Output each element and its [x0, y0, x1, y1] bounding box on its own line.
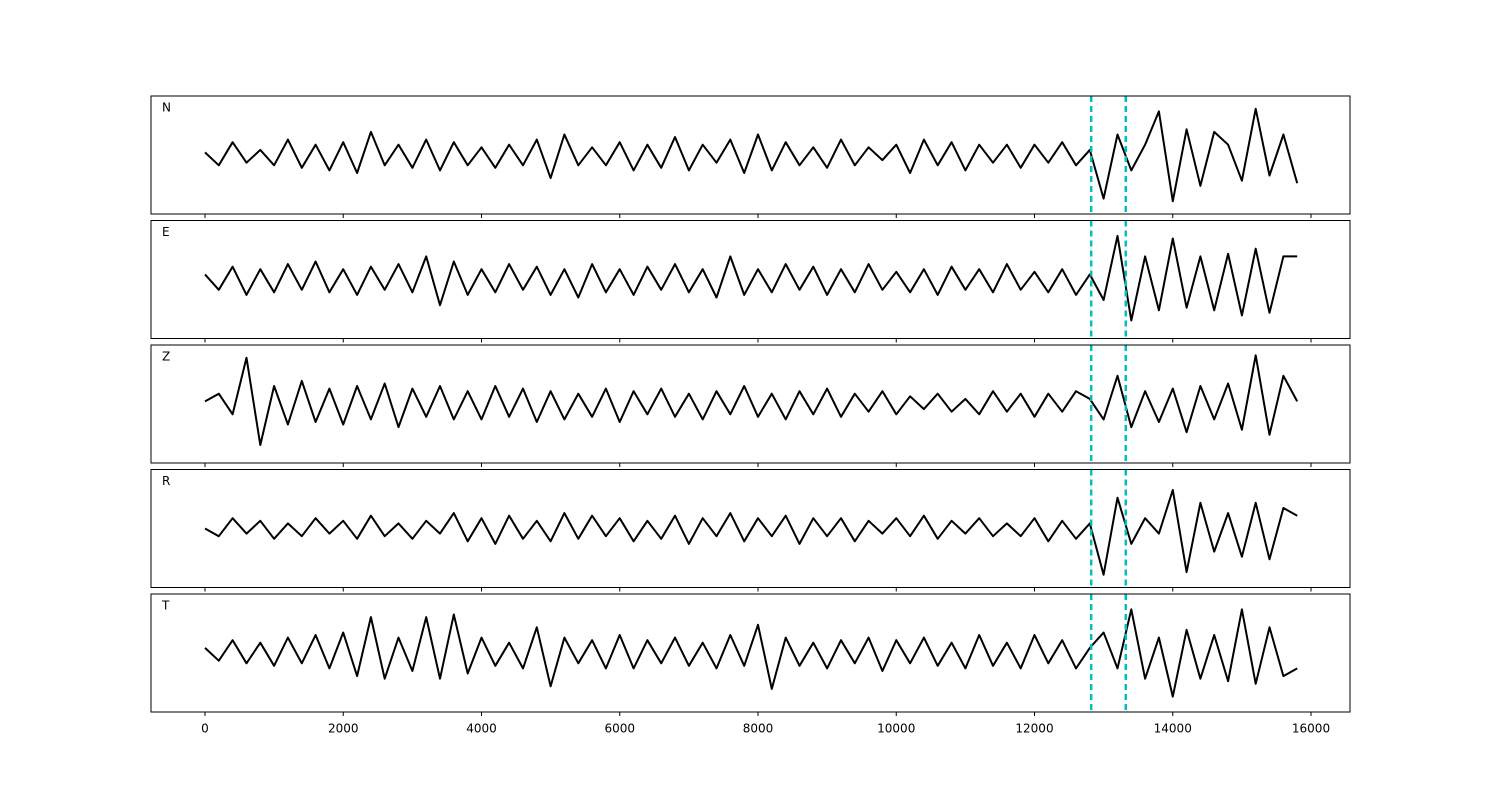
- trace: [204, 234, 1298, 322]
- panel-frame: [150, 344, 1351, 464]
- x-tick-label: 4000: [466, 722, 497, 736]
- x-tick-label: 6000: [604, 722, 635, 736]
- trace: [204, 608, 1298, 698]
- panel-frame: [150, 220, 1351, 339]
- panel-label: Z: [162, 350, 170, 364]
- x-tick-label: 12000: [1015, 722, 1053, 736]
- trace: [204, 489, 1298, 576]
- panel-label: E: [162, 225, 170, 239]
- panel-label: R: [162, 474, 170, 488]
- trace: [204, 107, 1299, 203]
- panel-label: T: [161, 599, 170, 613]
- panel-label: N: [162, 101, 171, 115]
- x-tick-label: 14000: [1154, 722, 1192, 736]
- panel-frame: [150, 593, 1351, 713]
- x-tick-label: 16000: [1292, 722, 1330, 736]
- trace: [204, 354, 1299, 446]
- x-tick-label: 0: [201, 722, 209, 736]
- x-tick-label: 10000: [877, 722, 915, 736]
- panel-frame: [150, 95, 1351, 215]
- x-tick-label: 2000: [328, 722, 359, 736]
- x-tick-label: 8000: [743, 722, 774, 736]
- panel-frame: [150, 469, 1351, 588]
